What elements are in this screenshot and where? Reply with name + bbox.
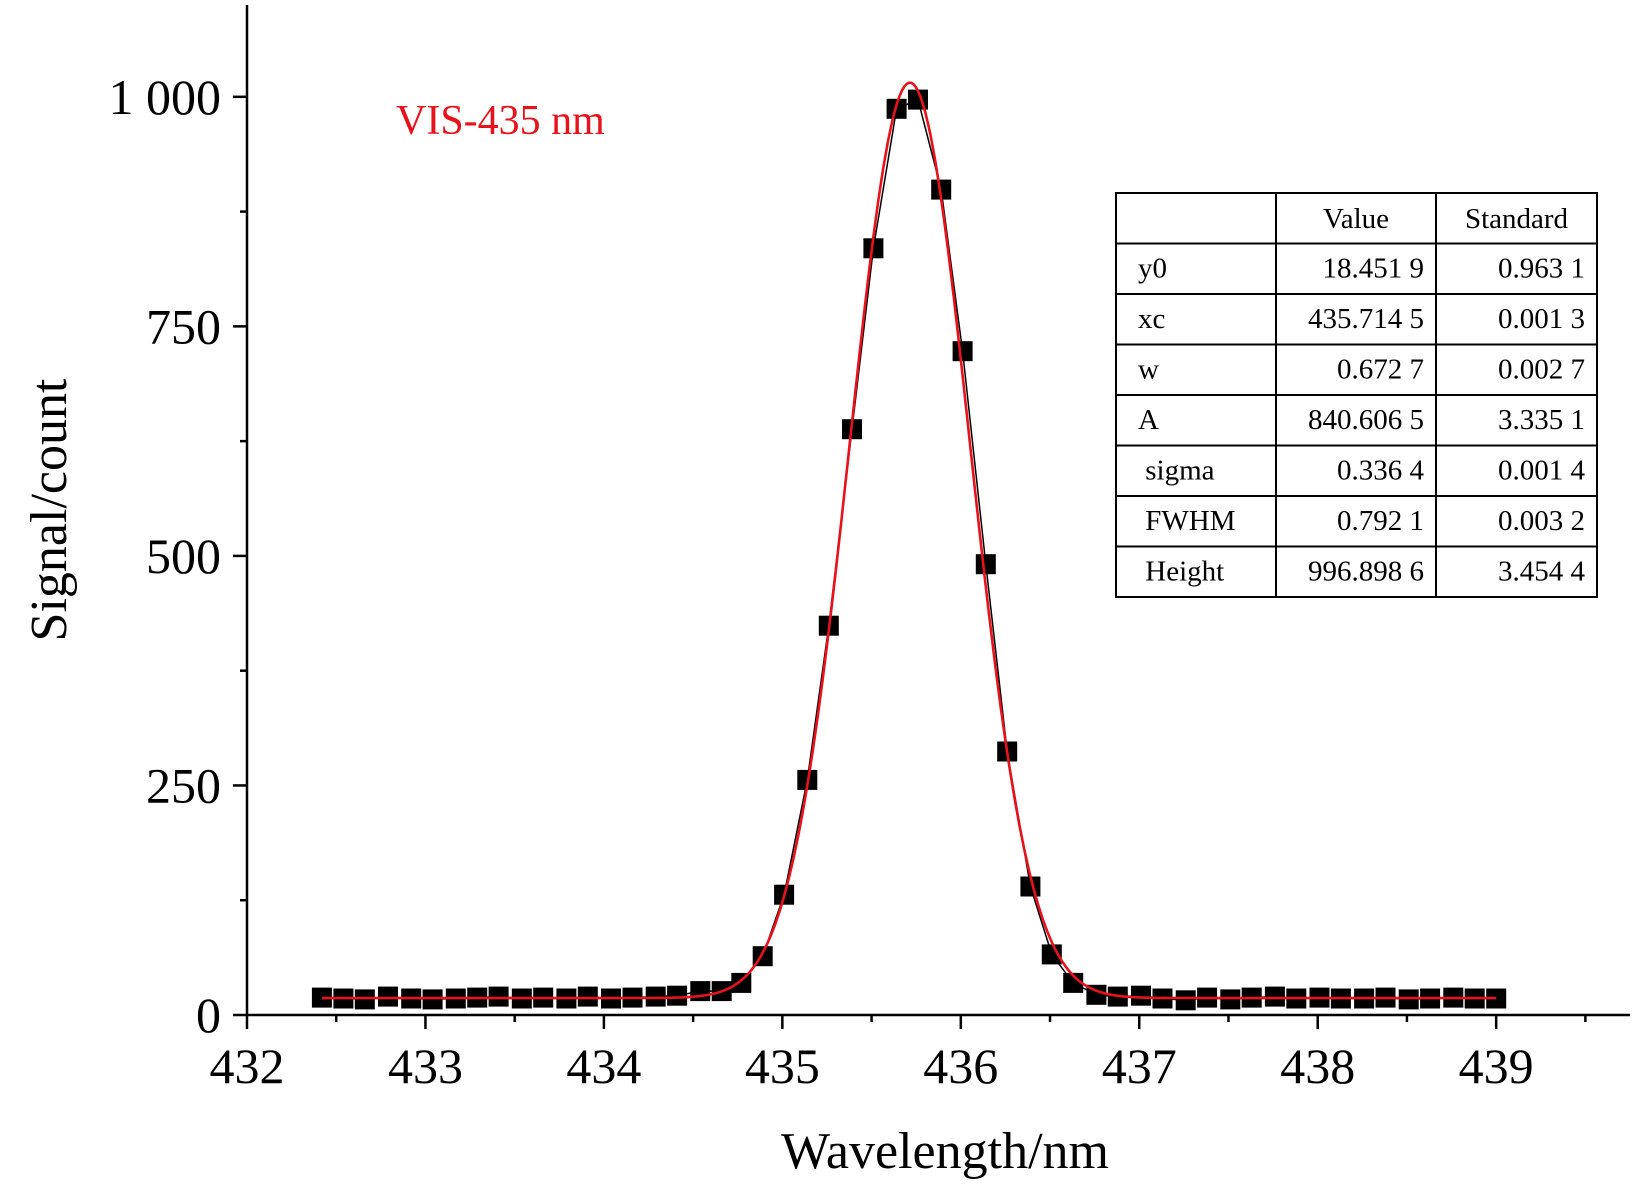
chart-annotation: VIS-435 nm	[396, 98, 605, 144]
table-value-cell: 0.672 7	[1337, 354, 1424, 386]
x-tick-label: 439	[1459, 1038, 1534, 1094]
table-value-cell: 18.451 9	[1323, 253, 1425, 285]
table-value-cell: 0.336 4	[1337, 455, 1425, 487]
x-axis-title: Wavelength/nm	[781, 1123, 1109, 1180]
data-point	[952, 341, 973, 362]
data-point	[975, 554, 996, 575]
gaussian-fit-curve	[321, 81, 1497, 1000]
table-header-cell: Value	[1323, 203, 1389, 235]
y-tick-label: 750	[146, 298, 221, 354]
data-point	[488, 986, 509, 1007]
table-param-name: w	[1138, 354, 1159, 386]
table-value-cell: 435.714 5	[1308, 303, 1424, 335]
data-point	[731, 972, 752, 993]
table-param-name: FWHM	[1138, 505, 1235, 537]
data-point	[1041, 944, 1062, 965]
data-point	[1264, 986, 1285, 1007]
data-point	[1220, 989, 1241, 1010]
table-param-name: xc	[1138, 303, 1165, 335]
table-standard-cell: 0.001 3	[1498, 303, 1585, 335]
data-point	[378, 986, 398, 1007]
y-tick-label: 0	[196, 987, 221, 1043]
y-tick-label: 250	[146, 757, 221, 813]
table-standard-cell: 3.335 1	[1498, 404, 1585, 436]
table-param-name: A	[1138, 404, 1159, 436]
table-standard-cell: 0.002 7	[1498, 354, 1585, 386]
y-tick-label: 1 000	[109, 69, 222, 125]
x-tick-label: 435	[745, 1038, 820, 1094]
data-point	[577, 986, 598, 1007]
table-param-name: y0	[1138, 253, 1167, 285]
table-standard-cell: 0.003 2	[1498, 505, 1585, 537]
data-point	[667, 985, 688, 1006]
data-point	[1063, 972, 1084, 993]
table-value-cell: 840.606 5	[1308, 404, 1424, 436]
data-point	[1175, 990, 1196, 1011]
table-standard-cell: 0.963 1	[1498, 253, 1585, 285]
data-point	[690, 981, 711, 1002]
data-point	[422, 989, 443, 1010]
x-tick-label: 437	[1102, 1038, 1177, 1094]
y-axis-title: Signal/count	[21, 378, 78, 641]
table-header-cell: Standard	[1465, 203, 1569, 235]
x-tick-label: 436	[923, 1038, 998, 1094]
table-standard-cell: 0.001 4	[1498, 455, 1586, 487]
x-tick-label: 432	[210, 1038, 285, 1094]
table-value-cell: 996.898 6	[1308, 556, 1424, 588]
fit-parameters-table: Value Standard y0 18.451 9 0.963 1 xc 435.714 …	[1115, 192, 1598, 598]
table-param-name: sigma	[1138, 455, 1215, 487]
x-tick-label: 433	[388, 1038, 463, 1094]
data-point	[1398, 989, 1419, 1010]
y-tick-label: 500	[146, 528, 221, 584]
data-point	[863, 238, 884, 259]
table-param-name: Height	[1138, 556, 1224, 588]
data-point	[645, 986, 666, 1007]
data-point	[354, 989, 375, 1010]
axes: 0 250 500 750 1 000 432 433 434 435 436 437 438 439	[109, 5, 1630, 1094]
data-point	[1131, 985, 1151, 1006]
table-standard-cell: 3.454 4	[1498, 556, 1586, 588]
x-tick-label: 438	[1280, 1038, 1355, 1094]
table-value-cell: 0.792 1	[1337, 505, 1424, 537]
x-tick-label: 434	[566, 1038, 641, 1094]
data-point	[931, 179, 952, 200]
plot-area	[311, 81, 1507, 1011]
